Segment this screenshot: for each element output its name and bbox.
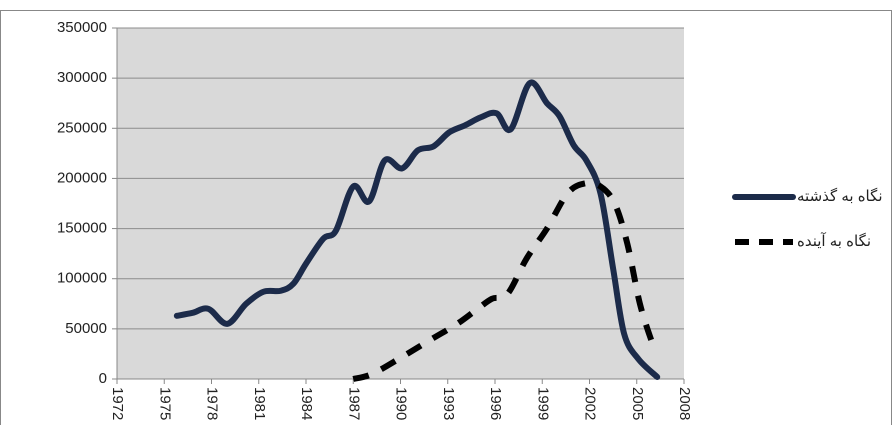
y-tick-label: 200000 bbox=[57, 169, 107, 186]
x-tick-label: 1984 bbox=[298, 387, 315, 420]
x-tick-label: 1999 bbox=[534, 387, 551, 420]
y-tick-label: 350000 bbox=[57, 19, 107, 36]
chart-border bbox=[0, 10, 892, 425]
x-tick-label: 1975 bbox=[156, 387, 173, 420]
x-tick-label: 1972 bbox=[109, 387, 126, 420]
y-tick-label: 300000 bbox=[57, 69, 107, 86]
y-tick-label: 100000 bbox=[57, 270, 107, 287]
line-series bbox=[352, 179, 656, 382]
x-tick-label: 1987 bbox=[345, 387, 362, 420]
x-tick-label: 2002 bbox=[582, 387, 599, 420]
y-tick-label: 150000 bbox=[57, 220, 107, 237]
line-series bbox=[173, 79, 661, 380]
x-tick-label: 1978 bbox=[204, 387, 221, 420]
legend-label: نگاه به گذشته bbox=[797, 187, 883, 205]
x-tick-label: 1981 bbox=[251, 387, 268, 420]
y-tick-label: 50000 bbox=[65, 320, 107, 337]
plot-area bbox=[117, 28, 684, 379]
legend-label: نگاه به آینده bbox=[797, 232, 871, 250]
x-tick-label: 1996 bbox=[487, 387, 504, 420]
x-tick-label: 2008 bbox=[676, 387, 693, 420]
x-tick-label: 1990 bbox=[393, 387, 410, 420]
y-tick-label: 250000 bbox=[57, 119, 107, 136]
x-tick-label: 2005 bbox=[629, 387, 646, 420]
y-tick-label: 0 bbox=[99, 370, 107, 387]
x-tick-label: 1993 bbox=[440, 387, 457, 420]
